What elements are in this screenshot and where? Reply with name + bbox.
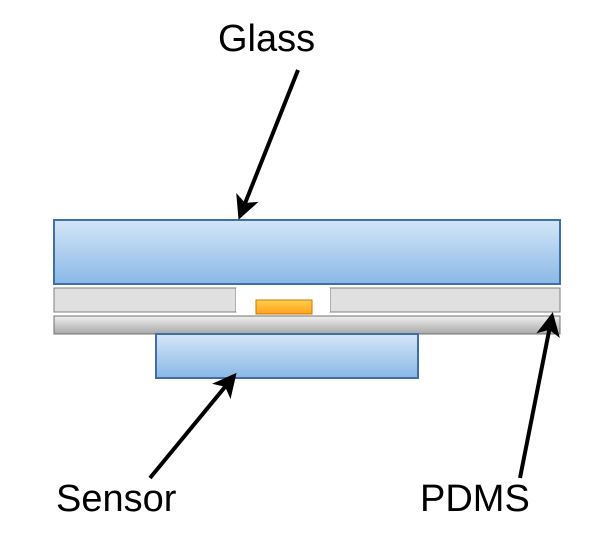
bottom-bar [54, 316, 560, 334]
glass-label: Glass [218, 18, 315, 61]
top-glass-layer [54, 220, 560, 284]
diagram-svg [0, 0, 600, 549]
pdms-label: PDMS [420, 478, 530, 521]
sensor-block [156, 334, 418, 378]
sensor-chip [256, 300, 312, 314]
sensor-arrow [150, 376, 234, 478]
pdms-arrow [520, 316, 552, 478]
sensor-label: Sensor [56, 478, 176, 521]
glass-arrow [240, 70, 298, 216]
